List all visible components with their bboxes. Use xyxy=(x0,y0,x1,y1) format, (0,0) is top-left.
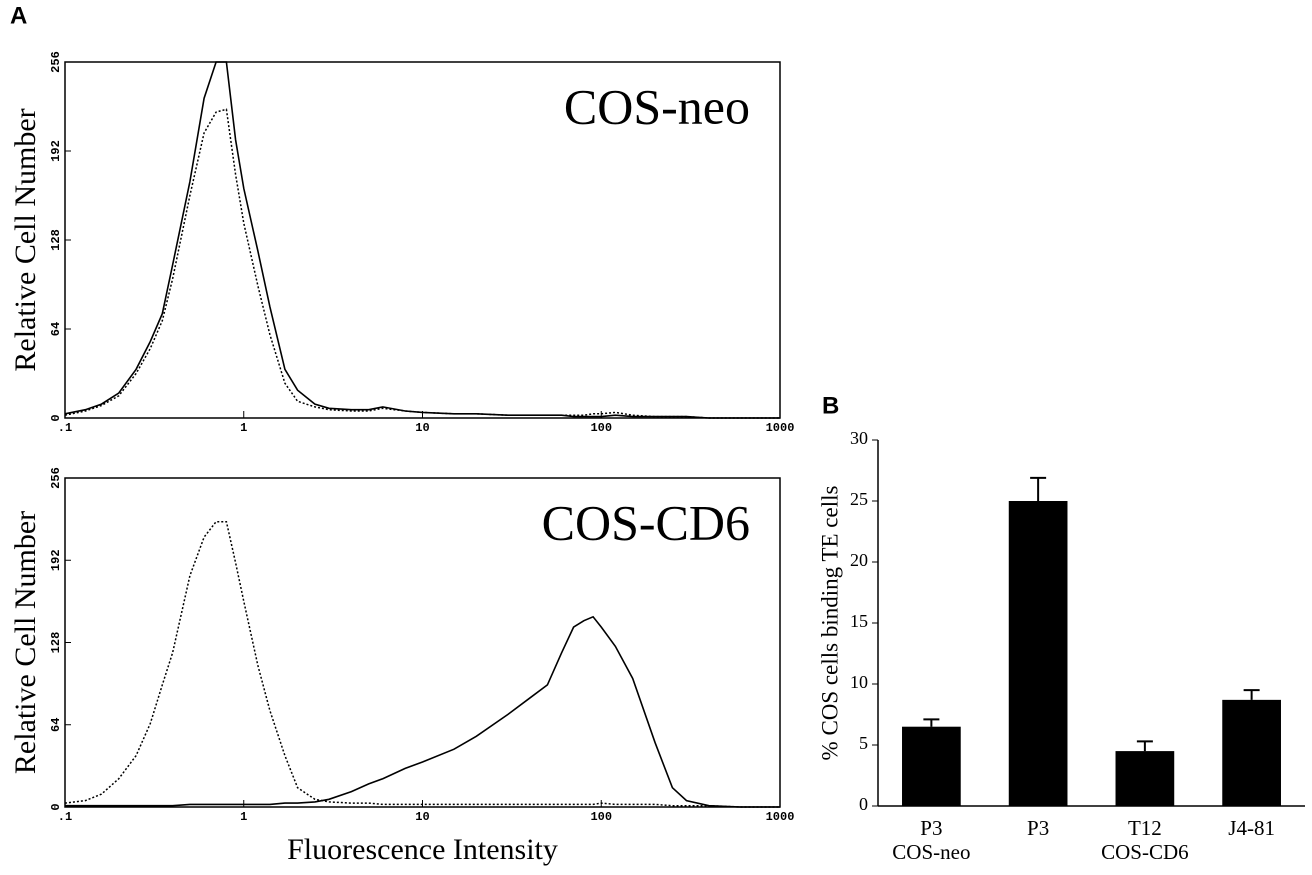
y-tick-label: 25 xyxy=(850,489,868,509)
y-tick-label: 192 xyxy=(49,140,63,162)
y-tick-label: 0 xyxy=(49,414,63,421)
y-tick-label: 192 xyxy=(49,549,63,571)
y-axis-label: Relative Cell Number xyxy=(9,108,42,371)
x-tick-label: J4-81 xyxy=(1228,816,1275,840)
y-tick-label: 15 xyxy=(850,611,868,631)
error-bar xyxy=(1243,689,1260,700)
y-tick-label: 64 xyxy=(49,322,63,336)
chart-title: COS-neo xyxy=(564,78,750,134)
error-bar xyxy=(923,718,940,727)
y-tick-label: 256 xyxy=(49,467,63,489)
error-bar xyxy=(1136,740,1153,752)
x-tick-label: P3 xyxy=(1027,816,1049,840)
x-tick-label: P3 xyxy=(920,816,942,840)
histogram-line xyxy=(65,615,780,808)
y-tick-label: 256 xyxy=(49,51,63,73)
x-tick-label: 1000 xyxy=(766,421,795,435)
bar xyxy=(902,726,961,806)
y-tick-label: 5 xyxy=(859,733,868,753)
y-tick-label: 10 xyxy=(850,672,868,692)
error-bar xyxy=(1030,476,1047,501)
bar xyxy=(1115,751,1175,806)
x-tick-label: T12 xyxy=(1128,816,1162,840)
panel-label: B xyxy=(822,392,839,419)
histogram-line xyxy=(64,520,780,808)
x-group-label: COS-neo xyxy=(892,840,970,864)
x-tick-label: 100 xyxy=(590,421,612,435)
x-tick-label: .1 xyxy=(58,421,72,435)
bar xyxy=(1008,501,1068,806)
y-tick-label: 20 xyxy=(850,550,868,570)
x-tick-label: 10 xyxy=(415,421,429,435)
x-tick-label: .1 xyxy=(58,810,72,824)
chart-title: COS-CD6 xyxy=(542,494,750,550)
y-tick-label: 0 xyxy=(49,803,63,810)
y-tick-label: 128 xyxy=(49,229,63,251)
x-group-label: COS-CD6 xyxy=(1101,840,1189,864)
x-tick-label: 1 xyxy=(240,810,247,824)
x-axis-label: Fluorescence Intensity xyxy=(287,833,558,866)
x-tick-label: 1000 xyxy=(766,810,795,824)
histogram-line xyxy=(64,61,780,419)
x-tick-label: 1 xyxy=(240,421,247,435)
y-tick-label: 128 xyxy=(49,632,63,654)
y-tick-label: 0 xyxy=(859,794,868,814)
x-tick-label: 10 xyxy=(415,810,429,824)
bar xyxy=(1222,699,1281,806)
x-tick-label: 100 xyxy=(590,810,612,824)
y-tick-label: 64 xyxy=(49,718,63,732)
y-axis-label: % COS cells binding TE cells xyxy=(817,486,842,761)
panel-label: A xyxy=(10,2,27,29)
y-axis-label: Relative Cell Number xyxy=(9,511,42,774)
y-tick-label: 30 xyxy=(850,428,868,448)
